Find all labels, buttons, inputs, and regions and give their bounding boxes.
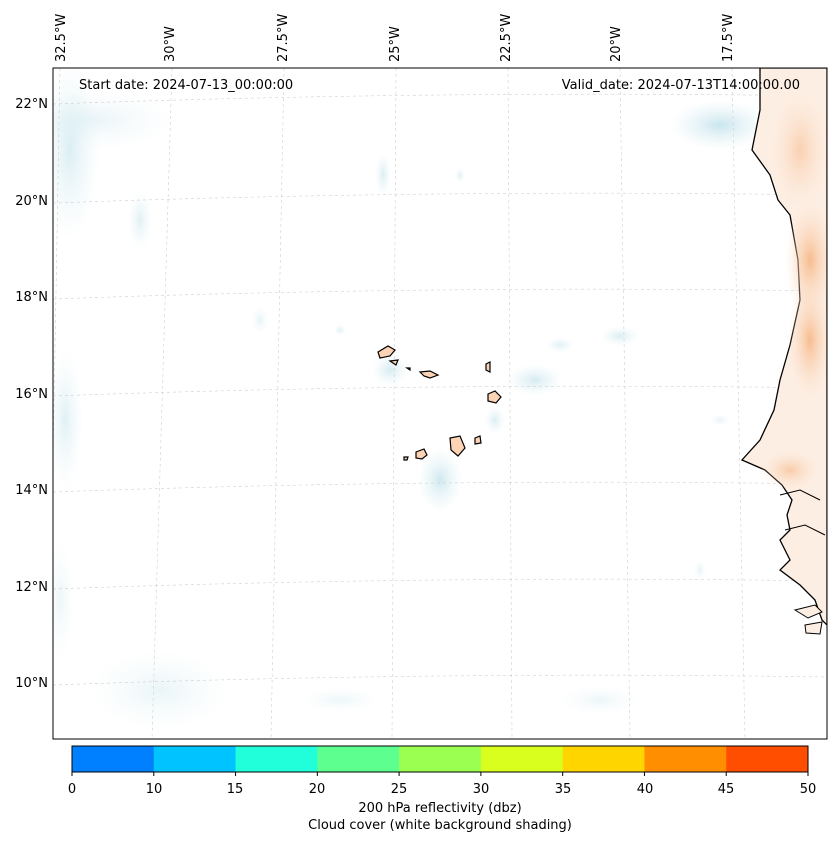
colorbar-tick: 50 xyxy=(799,782,817,797)
colorbar-tick: 15 xyxy=(226,782,244,797)
lat-label: 14°N xyxy=(15,483,48,498)
lon-label: 27.5°W xyxy=(276,13,291,62)
colorbar-tick: 10 xyxy=(145,782,163,797)
colorbar-segment xyxy=(644,746,727,772)
map-area xyxy=(53,68,827,739)
lat-label: 16°N xyxy=(15,387,48,402)
cloud-cover-shading xyxy=(53,68,770,730)
lat-label: 18°N xyxy=(15,290,48,305)
lon-label: 22.5°W xyxy=(499,13,514,62)
colorbar-segment xyxy=(72,746,155,772)
colorbar-tick: 0 xyxy=(67,782,77,797)
colorbar-sublabel: Cloud cover (white background shading) xyxy=(308,818,572,833)
start-date-text: Start date: 2024-07-13_00:00:00 xyxy=(79,78,294,93)
valid-date-text: Valid_date: 2024-07-13T14:00:00.00 xyxy=(561,78,800,93)
colorbar-tick: 25 xyxy=(390,782,408,797)
lat-label: 10°N xyxy=(15,676,48,691)
colorbar-segment xyxy=(153,746,237,772)
colorbar-segment xyxy=(235,746,318,772)
lon-label: 20°W xyxy=(609,26,624,62)
lon-label: 30°W xyxy=(163,26,178,62)
graticule xyxy=(53,68,827,739)
colorbar-tick: 45 xyxy=(717,782,735,797)
colorbar-segment xyxy=(317,746,400,772)
lon-label: 17.5°W xyxy=(721,13,736,62)
colorbar-segment xyxy=(562,746,645,772)
lon-label: 32.5°W xyxy=(54,13,69,62)
colorbar-tick: 30 xyxy=(472,782,490,797)
colorbar-tick: 35 xyxy=(554,782,572,797)
colorbar-tick: 20 xyxy=(308,782,326,797)
map-frame xyxy=(52,67,828,740)
colorbar-frame xyxy=(71,745,809,773)
lat-label: 12°N xyxy=(15,580,48,595)
colorbar-label: 200 hPa reflectivity (dbz) xyxy=(358,801,522,816)
lon-label: 25°W xyxy=(388,26,403,62)
colorbar-segment xyxy=(726,746,809,772)
map-background xyxy=(53,68,827,739)
lat-label: 22°N xyxy=(15,97,48,112)
africa-coast xyxy=(740,68,827,635)
colorbar-tick: 40 xyxy=(636,782,654,797)
lat-label: 20°N xyxy=(15,194,48,209)
colorbar-segment xyxy=(480,746,564,772)
cape-verde-islands xyxy=(377,345,502,461)
colorbar xyxy=(71,745,809,776)
colorbar-segment xyxy=(399,746,482,772)
